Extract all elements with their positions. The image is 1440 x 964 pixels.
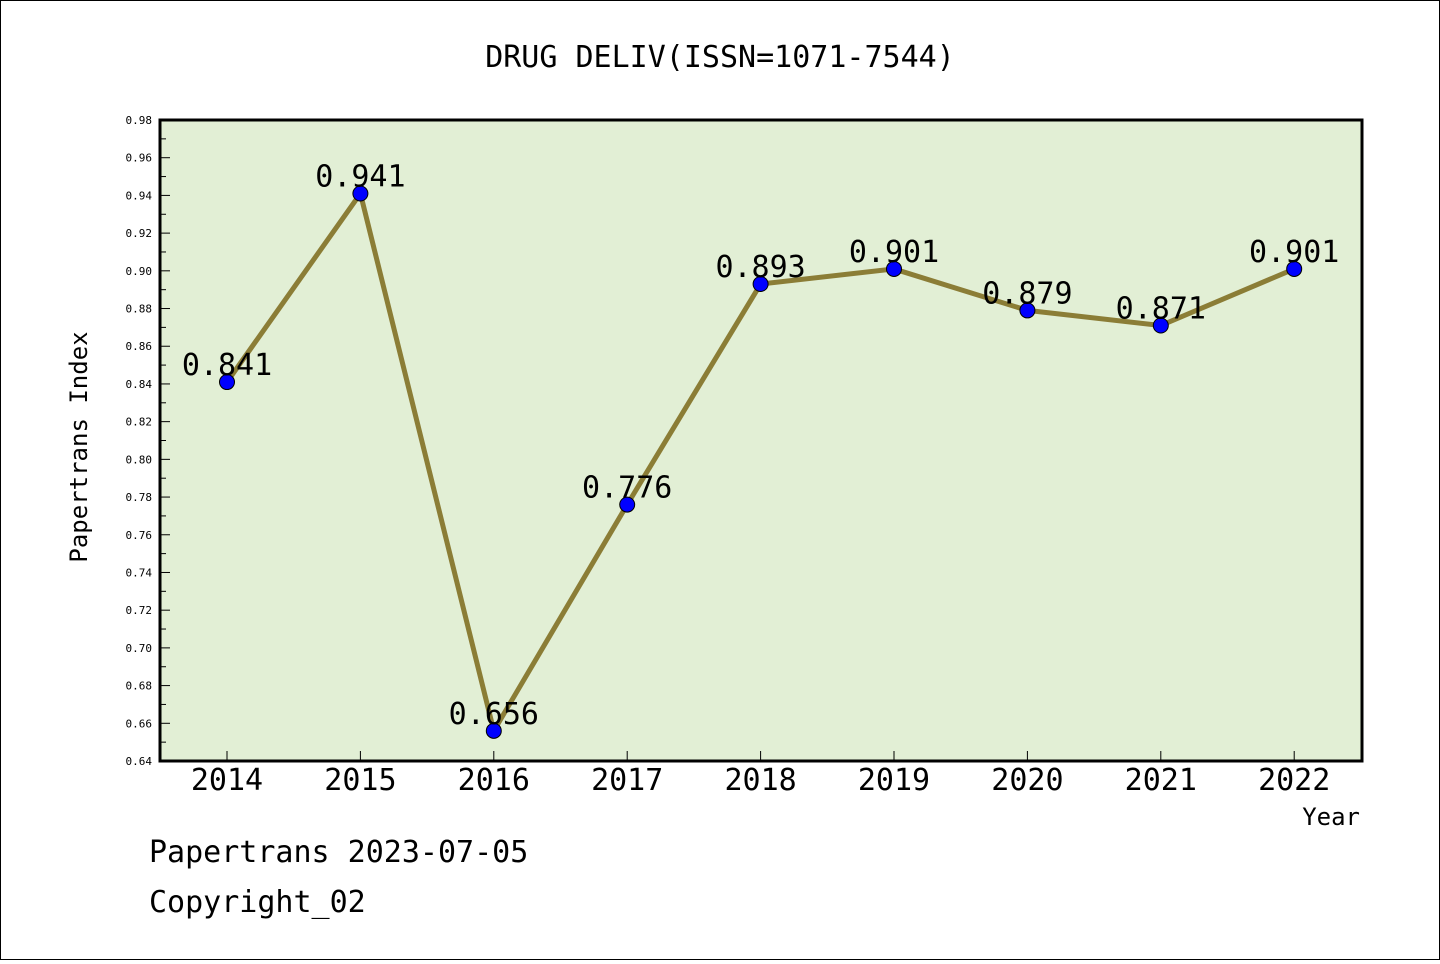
x-tick-label: 2020 bbox=[991, 763, 1063, 798]
chart-title: DRUG DELIV(ISSN=1071-7544) bbox=[485, 40, 955, 75]
y-tick-label: 0.88 bbox=[126, 303, 153, 316]
data-label: 0.893 bbox=[715, 250, 805, 285]
y-tick-label: 0.72 bbox=[126, 604, 153, 617]
y-tick-label: 0.68 bbox=[126, 680, 153, 693]
data-label: 0.776 bbox=[582, 471, 672, 506]
y-tick-label: 0.70 bbox=[126, 642, 153, 655]
y-tick-label: 0.86 bbox=[126, 340, 153, 353]
x-tick-label: 2021 bbox=[1125, 763, 1197, 798]
x-tick-label: 2019 bbox=[858, 763, 930, 798]
data-point bbox=[1152, 317, 1169, 334]
data-point bbox=[219, 374, 235, 391]
x-tick-label: 2017 bbox=[591, 763, 663, 798]
y-axis-label: Papertrans Index bbox=[65, 331, 93, 562]
plot-area bbox=[160, 120, 1362, 761]
y-tick-label: 0.74 bbox=[126, 566, 153, 579]
x-tick-label: 2014 bbox=[191, 763, 263, 798]
data-point bbox=[1019, 302, 1036, 319]
data-point bbox=[752, 276, 769, 293]
y-tick-label: 0.76 bbox=[126, 529, 153, 542]
y-tick-label: 0.96 bbox=[126, 152, 153, 165]
data-label: 0.656 bbox=[449, 697, 539, 732]
x-tick-label: 2018 bbox=[724, 763, 796, 798]
data-point bbox=[619, 496, 636, 513]
data-markers bbox=[219, 185, 1303, 739]
data-point bbox=[485, 722, 502, 739]
data-point bbox=[1286, 260, 1303, 277]
y-tick-label: 0.80 bbox=[126, 453, 153, 466]
data-labels: 0.841 0.941 0.656 0.776 0.893 0.901 0.879 0.871… bbox=[182, 160, 1340, 732]
x-axis-label: Year bbox=[1302, 803, 1360, 831]
x-tick-label: 2016 bbox=[458, 763, 530, 798]
data-label: 0.901 bbox=[849, 235, 939, 270]
y-tick-label: 0.66 bbox=[126, 717, 153, 730]
plot-border bbox=[158, 118, 1364, 763]
y-tick-label: 0.84 bbox=[126, 378, 153, 391]
data-point bbox=[886, 260, 902, 277]
data-label: 0.841 bbox=[182, 348, 272, 383]
data-label: 0.879 bbox=[982, 276, 1072, 311]
y-tick-label: 0.82 bbox=[126, 416, 153, 429]
y-tick-label: 0.92 bbox=[126, 227, 153, 240]
x-tick-label: 2022 bbox=[1258, 763, 1330, 798]
data-label: 0.901 bbox=[1249, 235, 1339, 270]
y-tick-label: 0.98 bbox=[126, 114, 153, 127]
data-point bbox=[352, 185, 369, 202]
footer-date-text: Papertrans 2023-07-05 bbox=[149, 835, 529, 870]
data-label: 0.871 bbox=[1116, 291, 1206, 326]
y-tick-label: 0.94 bbox=[126, 189, 153, 202]
y-tick-label: 0.90 bbox=[126, 265, 153, 278]
y-axis: 0.64 0.66 0.68 0.70 0.72 0.74 0.76 0.78 0.80 0.82… bbox=[126, 114, 170, 768]
y-tick-label: 0.64 bbox=[126, 755, 153, 768]
x-tick-label: 2015 bbox=[324, 763, 396, 798]
y-tick-label: 0.78 bbox=[126, 491, 153, 504]
x-axis: 2014 2015 2016 2017 2018 2019 2020 2021 2022 bbox=[191, 751, 1330, 798]
footer-copyright-text: Copyright_02 bbox=[149, 885, 366, 920]
data-label: 0.941 bbox=[315, 160, 405, 195]
